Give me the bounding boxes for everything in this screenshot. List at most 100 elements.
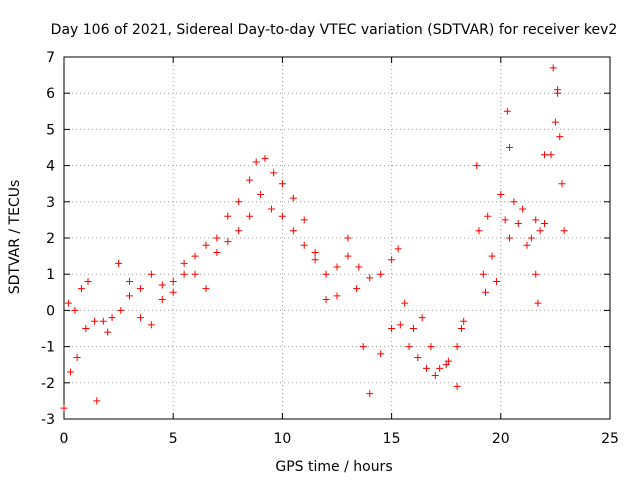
data-point (482, 288, 490, 296)
x-tick-label: 10 (273, 431, 291, 447)
data-point (311, 256, 319, 264)
data-points (60, 64, 568, 412)
data-point (444, 357, 452, 365)
data-point (136, 285, 144, 293)
data-point (136, 314, 144, 322)
data-point (510, 198, 518, 206)
data-point (311, 248, 319, 256)
data-point (388, 256, 396, 264)
data-point (473, 162, 481, 170)
data-point (396, 321, 404, 329)
data-point (423, 364, 431, 372)
data-point (388, 325, 396, 332)
data-point (409, 325, 417, 332)
y-tick-label: 7 (46, 50, 55, 66)
data-point (547, 151, 555, 159)
axes: 0 5 10 15 20 25 -3 -2 -1 0 1 2 3 4 5 6 7 (41, 50, 619, 447)
data-point (169, 288, 177, 296)
x-tick-label: 15 (383, 431, 401, 447)
data-point (344, 234, 352, 242)
data-point (252, 158, 260, 166)
data-point (453, 382, 461, 390)
data-point (479, 270, 487, 278)
y-tick-label: 6 (46, 86, 55, 102)
data-point (457, 325, 465, 332)
data-point (289, 194, 297, 202)
data-point (536, 227, 544, 235)
data-point (484, 212, 492, 220)
data-point (554, 86, 562, 94)
data-point (549, 64, 557, 72)
y-tick-label: 5 (46, 122, 55, 138)
data-point (540, 220, 548, 228)
data-point (235, 227, 243, 235)
data-point (460, 317, 468, 325)
data-point (261, 154, 269, 162)
data-point (93, 397, 101, 405)
data-point (115, 259, 123, 267)
x-tick-label: 5 (169, 431, 178, 447)
data-point (289, 227, 297, 235)
data-point (84, 277, 92, 285)
data-point (60, 404, 68, 412)
data-point (126, 277, 134, 285)
data-point (267, 205, 275, 213)
data-point (527, 234, 535, 242)
data-point (333, 292, 341, 300)
data-point (560, 227, 568, 235)
grid (64, 57, 610, 419)
data-point (224, 238, 232, 246)
y-axis-label: SDTVAR / TECUs (7, 180, 23, 295)
y-tick-label: -3 (41, 412, 55, 428)
data-point (532, 270, 540, 278)
data-point (366, 274, 374, 282)
data-point (99, 317, 107, 325)
data-point (270, 169, 278, 177)
data-point (333, 263, 341, 271)
data-point (405, 343, 413, 351)
data-point (77, 285, 85, 293)
data-point (180, 270, 188, 278)
y-tick-label: 0 (46, 303, 55, 319)
data-point (556, 133, 564, 141)
data-point (180, 259, 188, 267)
data-point (82, 325, 90, 332)
data-point (431, 372, 439, 380)
data-point (506, 144, 514, 151)
y-tick-label: -1 (41, 340, 55, 356)
data-point (104, 328, 112, 336)
data-point (158, 296, 166, 304)
data-point (278, 212, 286, 220)
data-point (366, 390, 374, 398)
data-point (519, 205, 527, 213)
data-point (246, 176, 254, 184)
data-point (436, 364, 444, 372)
y-tick-label: 1 (46, 267, 55, 283)
data-point (67, 368, 75, 376)
data-point (414, 353, 422, 361)
series-track-c (475, 89, 568, 307)
data-point (401, 299, 409, 307)
series-outliers (473, 64, 562, 296)
x-axis-label: GPS time / hours (275, 459, 392, 475)
data-point (442, 361, 450, 369)
data-point (558, 180, 566, 188)
y-tick-label: 2 (46, 231, 55, 247)
data-point (501, 216, 509, 224)
data-point (475, 227, 483, 235)
data-point (540, 151, 548, 159)
data-point (147, 321, 155, 329)
y-tick-label: 4 (46, 159, 55, 175)
data-point (169, 277, 177, 285)
data-point (344, 252, 352, 260)
chart-title: Day 106 of 2021, Sidereal Day-to-day VTE… (51, 22, 618, 38)
data-point (257, 191, 265, 199)
data-point (235, 198, 243, 206)
y-tick-label: 3 (46, 195, 55, 211)
data-point (147, 270, 155, 278)
data-point (224, 212, 232, 220)
data-point (427, 343, 435, 351)
data-point (246, 212, 254, 220)
